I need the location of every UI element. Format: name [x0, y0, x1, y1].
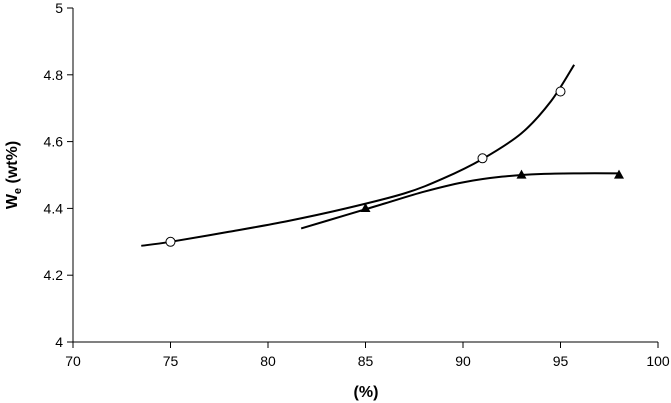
- axes: [72, 8, 658, 343]
- x-ticks: 70 75 80 85 90 95 100: [65, 342, 670, 369]
- y-axis-title: We (wt%): [4, 141, 24, 209]
- data-point-circle: [165, 236, 176, 247]
- y-tick-label: 4.4: [44, 200, 64, 216]
- y-tick-label: 4.6: [44, 134, 64, 150]
- data-point-triangle: [614, 169, 624, 179]
- y-axis-title-subscript: e: [12, 188, 24, 194]
- y-axis-title-unit: (wt%): [4, 141, 21, 188]
- x-tick-label: 85: [358, 353, 374, 369]
- data-point-circle: [555, 86, 566, 97]
- y-ticks: 4 4.2 4.4 4.6 4.8 5: [44, 0, 73, 350]
- trend-lines: [141, 64, 620, 247]
- y-tick-label: 4: [55, 334, 63, 350]
- data-point-triangle: [360, 203, 371, 212]
- x-tick-label: 70: [65, 353, 81, 369]
- data-markers: [165, 86, 624, 247]
- x-tick-label: 95: [553, 353, 569, 369]
- x-tick-label: 90: [455, 353, 471, 369]
- trend-line-series-2: [300, 172, 620, 230]
- data-point-triangle: [516, 169, 527, 179]
- x-axis-title: (%): [354, 384, 379, 401]
- y-tick-label: 4.2: [44, 267, 64, 283]
- data-point-circle: [477, 153, 488, 164]
- x-tick-label: 80: [260, 353, 276, 369]
- x-tick-label: 75: [163, 353, 179, 369]
- y-tick-label: 5: [55, 0, 63, 16]
- x-tick-label: 100: [646, 353, 670, 369]
- y-axis-title-main: W: [4, 193, 21, 209]
- trend-line-series-1: [141, 64, 575, 247]
- y-tick-label: 4.8: [44, 67, 64, 83]
